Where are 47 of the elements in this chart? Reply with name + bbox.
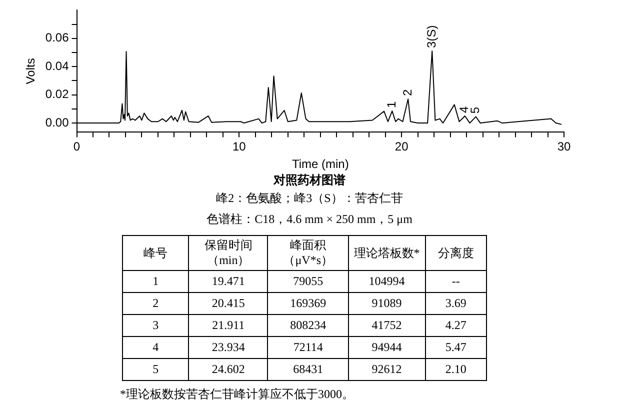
- y-tick-label: 0.04: [45, 58, 70, 73]
- text: 72114: [268, 336, 348, 358]
- x-tick-label: 30: [557, 140, 571, 154]
- text: 104994: [348, 270, 426, 292]
- text: 92612: [348, 358, 426, 380]
- text: 保留时间（min）: [188, 236, 268, 270]
- text: 20.415: [188, 292, 268, 314]
- text: 色谱柱：C18，4.6 mm × 250 mm，5 μm: [206, 211, 414, 228]
- text: 理论塔板数*: [348, 236, 426, 270]
- y-axis-title: Volts: [24, 58, 38, 84]
- text: 91089: [348, 292, 426, 314]
- text: 2: [122, 292, 189, 314]
- text: 4.27: [425, 314, 486, 336]
- x-axis-title: Time (min): [292, 157, 349, 172]
- text: 94944: [348, 336, 426, 358]
- text: 79055: [268, 270, 348, 292]
- text: 2.10: [425, 358, 486, 380]
- text: 1: [122, 270, 189, 292]
- y-tick-label: 0.06: [45, 30, 70, 45]
- text: 对照药材图谱: [272, 172, 346, 189]
- text: 19.471: [188, 270, 268, 292]
- text: 5.47: [425, 336, 486, 358]
- text: 24.602: [188, 358, 268, 380]
- text: 68431: [268, 358, 348, 380]
- text: 5: [122, 358, 189, 380]
- text: 峰面积（μV*s）: [268, 236, 348, 270]
- annotation: 1: [384, 101, 398, 108]
- text: --: [425, 270, 486, 292]
- text: 峰号: [122, 236, 189, 270]
- text: 3.69: [425, 292, 486, 314]
- x-tick-label: 20: [394, 140, 409, 154]
- y-tick-label: 0.00: [45, 115, 70, 130]
- annotation: 2: [400, 89, 414, 96]
- text: *理论板数按苦杏仁苷峰计算应不低于3000。: [120, 386, 354, 403]
- text: 23.934: [188, 336, 268, 358]
- text: 41752: [348, 314, 426, 336]
- annotation: 3(S): [424, 25, 438, 48]
- text: 169369: [268, 292, 348, 314]
- y-tick-label: 0.02: [45, 87, 70, 102]
- text: 808234: [268, 314, 348, 336]
- text: 4: [122, 336, 189, 358]
- text: 21.911: [188, 314, 268, 336]
- x-tick-label: 0: [73, 140, 80, 154]
- text: 分离度: [425, 236, 486, 270]
- text: 峰2：色氨酸；峰3（S）：苦杏仁苷: [215, 190, 404, 207]
- text: 3: [122, 314, 189, 336]
- x-tick-label: 10: [232, 140, 246, 154]
